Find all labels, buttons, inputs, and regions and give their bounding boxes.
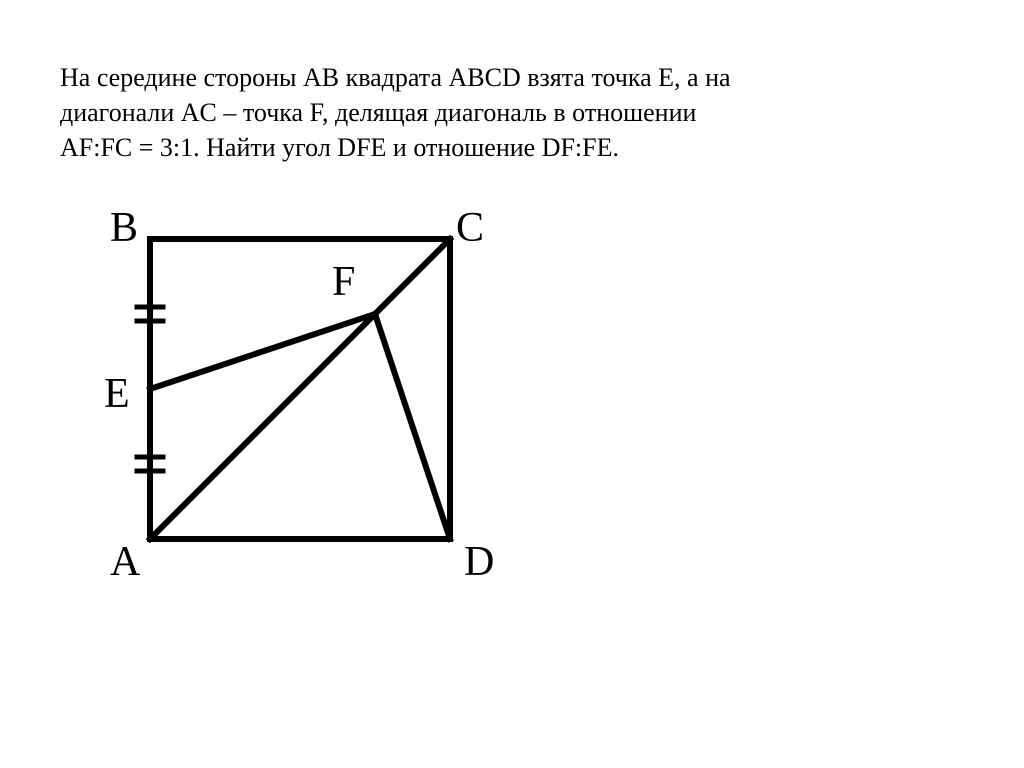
vertex-label-E: E	[104, 373, 130, 415]
vertex-label-B: B	[110, 207, 138, 249]
vertex-label-F: F	[332, 261, 355, 303]
problem-line-3: AF:FC = 3:1. Найти угол DFE и отношение …	[60, 133, 619, 162]
vertex-label-C: C	[456, 207, 484, 249]
problem-text: На середине стороны AB квадрата ABCD взя…	[60, 60, 940, 165]
problem-line-2: диагонали AC – точка F, делящая диагонал…	[60, 98, 696, 127]
problem-line-1: На середине стороны AB квадрата ABCD взя…	[60, 63, 731, 92]
page: На середине стороны AB квадрата ABCD взя…	[0, 0, 1024, 768]
vertex-label-D: D	[464, 541, 494, 583]
vertex-label-A: A	[110, 541, 140, 583]
geometry-diagram: A B C D E F	[60, 189, 580, 629]
